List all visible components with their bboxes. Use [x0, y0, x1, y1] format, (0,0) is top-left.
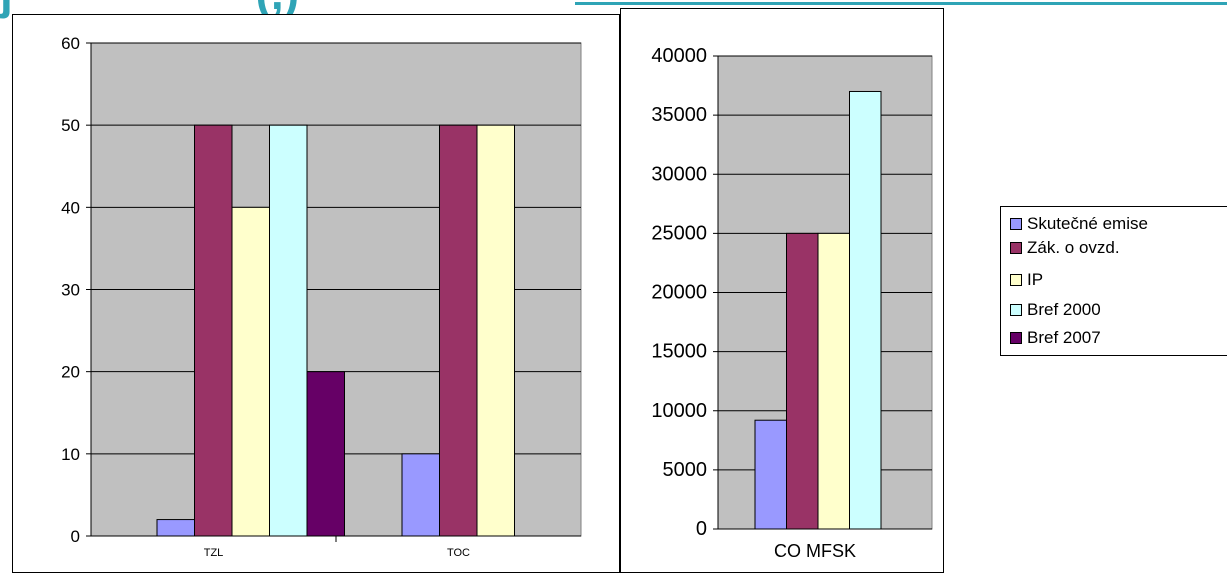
bar	[401, 453, 440, 537]
bar	[817, 232, 850, 530]
legend-swatch	[1010, 242, 1022, 254]
y-tick-label: 30	[61, 281, 80, 300]
y-tick-label: 35000	[651, 104, 707, 126]
y-tick-label: 60	[61, 34, 80, 53]
x-tick-label: CO MFSK	[774, 541, 856, 561]
bar	[269, 124, 308, 537]
y-tick-label: 0	[696, 518, 707, 540]
y-tick-label: 40000	[651, 45, 707, 67]
chart-legend: Skutečné emise Zák. o ovzd. IP Bref 2000…	[1000, 206, 1227, 356]
y-tick-label: 30000	[651, 163, 707, 185]
bar	[849, 90, 882, 530]
legend-swatch	[1010, 218, 1022, 230]
bar	[439, 124, 478, 537]
x-tick-label: TZL	[204, 547, 224, 559]
y-tick-label: 10	[61, 445, 80, 464]
legend-item: Bref 2000	[1010, 299, 1101, 321]
legend-label: Skutečné emise	[1027, 214, 1148, 233]
chart-tzl-toc: 0 10 20 30 40 50 60 TZL TOC	[61, 34, 582, 559]
legend-label: Bref 2000	[1027, 300, 1101, 319]
bar	[306, 371, 345, 537]
legend-swatch	[1010, 304, 1022, 316]
bar	[194, 124, 233, 537]
y-tick-label: 5000	[663, 459, 708, 481]
y-tick-label: 50	[61, 116, 80, 135]
y-tick-label: 25000	[651, 222, 707, 244]
bar	[786, 232, 819, 530]
bar	[231, 206, 270, 537]
y-tick-label: 20000	[651, 282, 707, 304]
bar	[754, 419, 787, 530]
chart-co-mfsk: 0 5000 10000 15000 20000 25000 30000 35000 40000…	[651, 45, 933, 561]
chart-left-frame: 0 10 20 30 40 50 60 TZL TOC	[12, 14, 620, 573]
bar	[476, 124, 515, 537]
legend-item: Skutečné emise	[1010, 213, 1148, 235]
legend-swatch	[1010, 274, 1022, 286]
legend-item: IP	[1010, 269, 1043, 291]
y-tick-label: 10000	[651, 400, 707, 422]
legend-swatch	[1010, 332, 1022, 344]
y-tick-label: 15000	[651, 341, 707, 363]
legend-label: Zák. o ovzd.	[1027, 238, 1120, 257]
legend-label: Bref 2007	[1027, 328, 1101, 347]
legend-item: Zák. o ovzd.	[1010, 237, 1120, 259]
legend-label: IP	[1027, 270, 1044, 289]
legend-item: Bref 2007	[1010, 327, 1101, 349]
chart-right-frame: 0 5000 10000 15000 20000 25000 30000 35000 40000…	[620, 8, 944, 573]
y-tick-label: 40	[61, 198, 80, 217]
y-tick-label: 0	[71, 527, 80, 546]
bar	[156, 519, 195, 537]
page-heading-fragment: j (,)	[0, 0, 299, 16]
header-rule	[575, 2, 1227, 5]
y-tick-label: 20	[61, 363, 80, 382]
x-tick-label: TOC	[447, 547, 470, 559]
